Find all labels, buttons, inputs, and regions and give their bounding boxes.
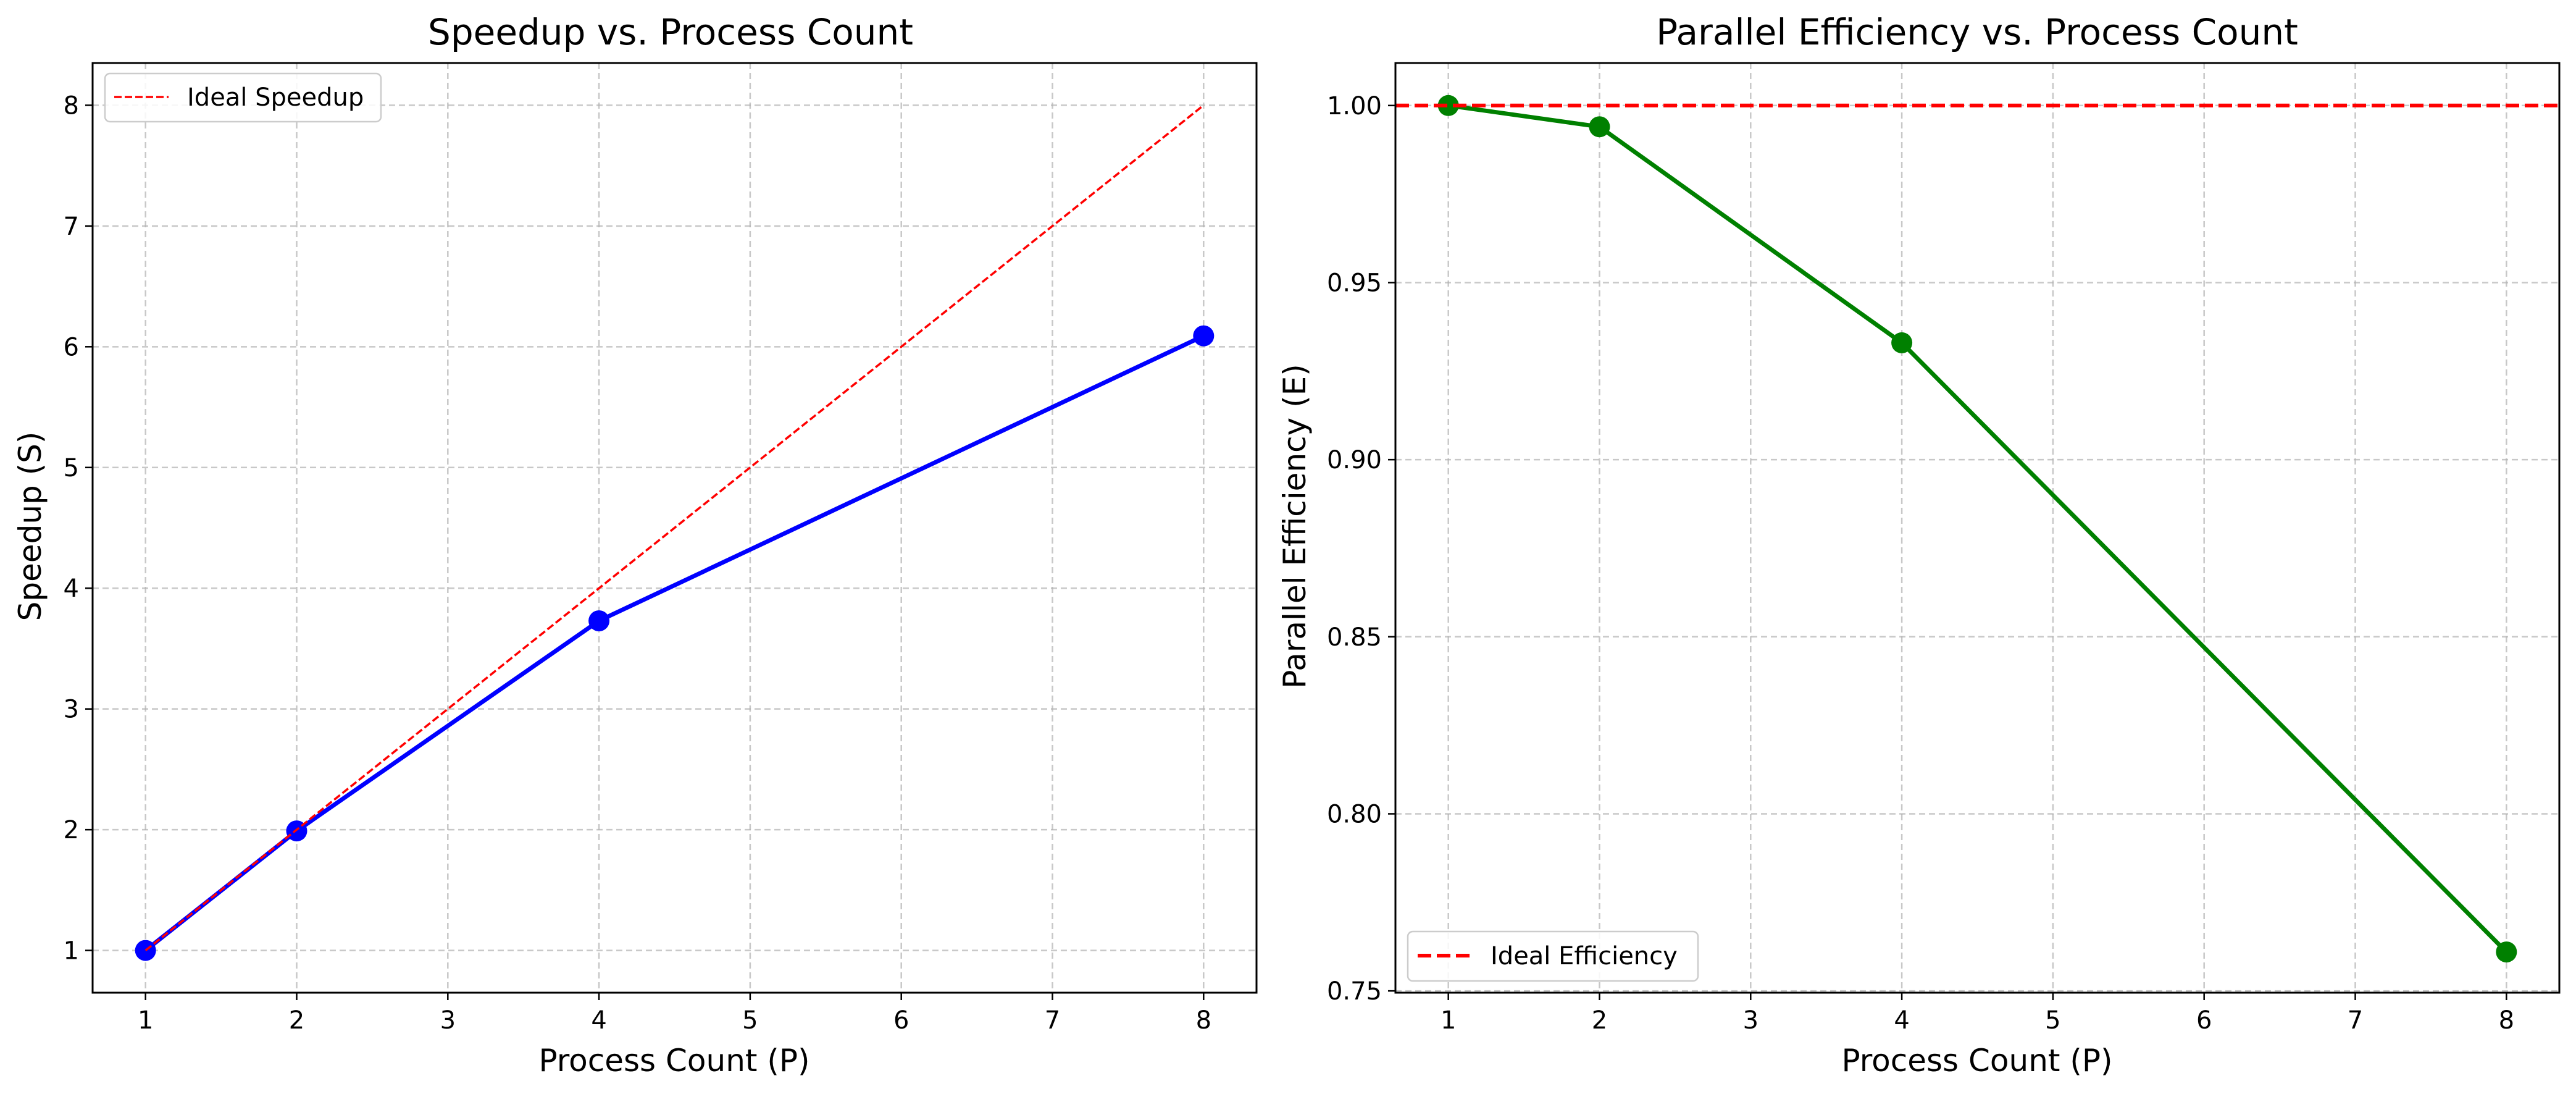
efficiency-x-tick-label: 5 xyxy=(2045,1006,2060,1035)
efficiency-y-axis-label: Parallel Efficiency (E) xyxy=(1277,364,1313,688)
efficiency-x-tick-label: 4 xyxy=(1894,1006,1909,1035)
efficiency-chart: Parallel Efficiency vs. Process Count 1 2… xyxy=(1277,11,2561,1079)
efficiency-grid xyxy=(1395,63,2559,993)
efficiency-x-tick-label: 2 xyxy=(1592,1006,1607,1035)
efficiency-y-tick-label: 0.90 xyxy=(1327,446,1382,474)
ideal-efficiency-legend-label: Ideal Efficiency xyxy=(1491,942,1678,970)
speedup-x-tick-label: 6 xyxy=(893,1006,909,1035)
efficiency-y-tick-label: 0.85 xyxy=(1327,623,1382,652)
speedup-data-point xyxy=(135,940,156,961)
speedup-legend: Ideal Speedup xyxy=(104,72,382,123)
speedup-x-tick-label: 1 xyxy=(138,1006,153,1035)
speedup-x-tick-label: 4 xyxy=(591,1006,606,1035)
efficiency-plot-frame xyxy=(1394,62,2561,994)
speedup-y-tick-label: 4 xyxy=(64,574,79,603)
speedup-series-line xyxy=(144,334,1205,953)
efficiency-legend: Ideal Efficiency xyxy=(1407,930,1699,982)
efficiency-x-tick-label: 7 xyxy=(2348,1006,2363,1035)
speedup-legend-box xyxy=(104,72,382,123)
efficiency-legend-box xyxy=(1407,930,1699,982)
speedup-series xyxy=(135,104,1215,961)
ideal-speedup-legend-label: Ideal Speedup xyxy=(187,83,364,112)
efficiency-x-tick-label: 8 xyxy=(2499,1006,2514,1035)
efficiency-data-point xyxy=(1891,332,1913,353)
speedup-y-axis-label: Speedup (S) xyxy=(12,432,48,621)
efficiency-x-tick-label: 1 xyxy=(1441,1006,1456,1035)
efficiency-y-tick-label: 1.00 xyxy=(1327,92,1382,120)
speedup-y-tick-label: 6 xyxy=(64,333,79,361)
efficiency-series-line xyxy=(1448,103,2508,954)
ideal-speedup-line xyxy=(144,104,1205,951)
speedup-x-tick-label: 3 xyxy=(440,1006,456,1035)
speedup-chart: Speedup vs. Process Count 1 2 3 4 5 6 7 8 1 2 3 4 5… xyxy=(12,11,1258,1079)
efficiency-x-tick-label: 3 xyxy=(1743,1006,1758,1035)
speedup-x-ticks: 1 2 3 4 5 6 7 8 xyxy=(138,993,1211,1035)
speedup-y-tick-label: 3 xyxy=(64,696,79,724)
speedup-y-tick-label: 1 xyxy=(64,937,79,966)
efficiency-y-tick-label: 0.75 xyxy=(1327,977,1382,1006)
speedup-y-tick-label: 5 xyxy=(64,454,79,482)
speedup-y-ticks: 1 2 3 4 5 6 7 8 xyxy=(64,91,93,966)
efficiency-x-axis-label: Process Count (P) xyxy=(1841,1043,2112,1079)
efficiency-data-point xyxy=(1589,116,1610,138)
efficiency-y-tick-label: 0.95 xyxy=(1327,269,1382,297)
speedup-x-axis-label: Process Count (P) xyxy=(538,1043,809,1079)
efficiency-x-tick-label: 6 xyxy=(2196,1006,2212,1035)
speedup-plot-frame xyxy=(91,62,1258,994)
speedup-y-tick-label: 2 xyxy=(64,816,79,844)
efficiency-data-point xyxy=(2496,941,2517,963)
speedup-chart-title: Speedup vs. Process Count xyxy=(428,11,913,53)
speedup-x-tick-label: 5 xyxy=(742,1006,758,1035)
efficiency-x-ticks: 1 2 3 4 5 6 7 8 xyxy=(1441,993,2514,1035)
speedup-x-tick-label: 8 xyxy=(1196,1006,1211,1035)
speedup-x-tick-label: 7 xyxy=(1045,1006,1060,1035)
efficiency-y-tick-label: 0.80 xyxy=(1327,800,1382,828)
speedup-data-point xyxy=(1193,325,1215,347)
efficiency-chart-title: Parallel Efficiency vs. Process Count xyxy=(1656,11,2298,53)
speedup-y-tick-label: 8 xyxy=(64,91,79,120)
efficiency-series xyxy=(1395,95,2559,963)
efficiency-y-ticks: 0.75 0.80 0.85 0.90 0.95 1.00 xyxy=(1327,92,1395,1006)
speedup-y-tick-label: 7 xyxy=(64,212,79,241)
speedup-data-point xyxy=(588,610,610,631)
efficiency-data-point xyxy=(1437,95,1459,116)
speedup-x-tick-label: 2 xyxy=(289,1006,304,1035)
